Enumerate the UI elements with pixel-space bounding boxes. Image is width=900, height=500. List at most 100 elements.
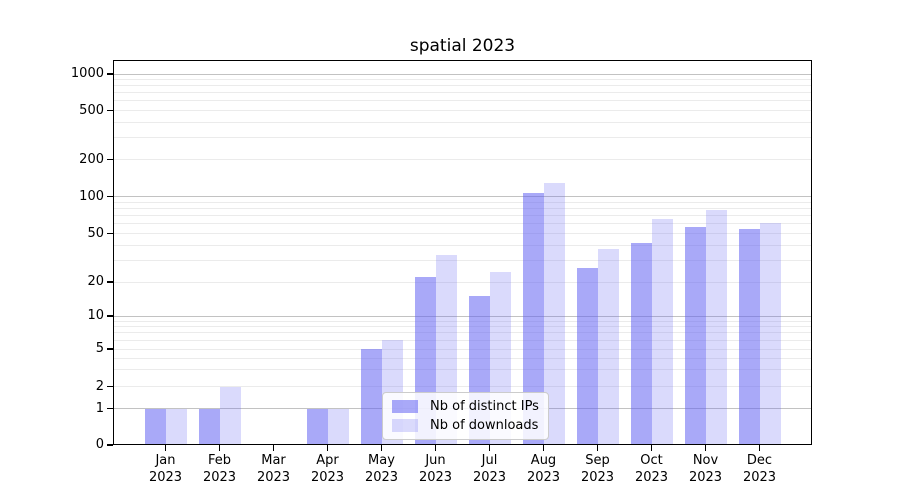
gridline-minor-600 xyxy=(113,100,812,102)
y-tick-mark-200 xyxy=(107,158,113,161)
x-tick-year: 2023 xyxy=(418,470,453,485)
x-tick-mark-sep xyxy=(596,445,599,451)
bar-downloads-dec xyxy=(759,222,781,445)
bar-distinct-ips-aug xyxy=(522,193,544,445)
x-tick-mark-nov xyxy=(704,445,707,451)
gridline-minor-3 xyxy=(113,369,812,371)
gridline-minor-90 xyxy=(113,201,812,203)
y-tick-label-1: 1 xyxy=(95,400,104,416)
y-tick-mark-0 xyxy=(107,444,113,446)
y-tick-label-100: 100 xyxy=(79,188,104,204)
x-tick-month: Jun xyxy=(425,453,446,468)
legend-swatch-downloads xyxy=(392,419,418,432)
x-tick-year: 2023 xyxy=(742,470,777,485)
gridline-minor-2 xyxy=(113,386,812,387)
x-tick-month: Aug xyxy=(530,453,557,468)
x-tick-mark-jun xyxy=(434,445,437,451)
gridline-major-10 xyxy=(113,315,812,317)
legend-label-downloads: Nb of downloads xyxy=(430,418,539,433)
y-tick-label-2: 2 xyxy=(95,378,104,394)
bar-distinct-ips-apr xyxy=(306,408,328,445)
y-tick-mark-1 xyxy=(107,407,113,410)
gridline-minor-7 xyxy=(113,332,812,334)
y-tick-mark-5 xyxy=(107,348,113,350)
x-tick-year: 2023 xyxy=(256,470,291,485)
x-tick-mark-may xyxy=(380,445,383,451)
x-tick-month: Dec xyxy=(746,453,773,468)
x-tick-mark-mar xyxy=(272,445,275,451)
legend-swatch-distinct-ips xyxy=(392,400,418,413)
x-tick-month: Jul xyxy=(481,453,498,468)
y-tick-mark-1000 xyxy=(107,73,113,75)
x-tick-mark-aug xyxy=(542,445,545,451)
legend-label-distinct-ips: Nb of distinct IPs xyxy=(430,399,539,414)
x-tick-label-jun: Jun 2023 xyxy=(406,452,466,486)
gridline-minor-8 xyxy=(113,326,812,328)
gridline-minor-4 xyxy=(113,357,812,359)
gridline-minor-700 xyxy=(113,92,812,94)
x-tick-mark-jan xyxy=(164,445,167,451)
bar-distinct-ips-nov xyxy=(684,227,706,445)
bar-distinct-ips-jan xyxy=(144,408,166,445)
y-tick-label-0: 0 xyxy=(95,437,104,452)
x-tick-month: Jan xyxy=(155,453,176,468)
x-tick-month: Feb xyxy=(207,453,232,468)
chart-title: spatial 2023 xyxy=(409,36,516,56)
x-tick-label-mar: Mar 2023 xyxy=(244,452,304,486)
x-tick-year: 2023 xyxy=(202,470,237,485)
gridline-minor-70 xyxy=(113,215,812,217)
gridline-minor-20 xyxy=(113,281,812,283)
gridline-minor-500 xyxy=(113,110,812,111)
bar-distinct-ips-oct xyxy=(630,242,652,445)
y-tick-mark-500 xyxy=(107,109,113,112)
x-tick-month: Sep xyxy=(585,453,610,468)
x-tick-month: Mar xyxy=(261,453,286,468)
y-tick-mark-50 xyxy=(107,232,113,235)
bar-downloads-aug xyxy=(543,183,565,445)
gridline-minor-80 xyxy=(113,207,812,209)
x-tick-month: May xyxy=(368,453,395,468)
x-tick-mark-apr xyxy=(326,445,329,451)
x-tick-year: 2023 xyxy=(526,470,561,485)
y-tick-label-50: 50 xyxy=(87,225,104,241)
x-tick-mark-dec xyxy=(758,445,761,451)
gridline-minor-30 xyxy=(113,260,812,262)
y-tick-label-200: 200 xyxy=(79,151,104,167)
bar-distinct-ips-feb xyxy=(198,408,220,445)
x-tick-label-aug: Aug 2023 xyxy=(514,452,574,486)
gridline-major-100 xyxy=(113,196,812,197)
x-tick-label-nov: Nov 2023 xyxy=(676,452,736,486)
x-tick-mark-jul xyxy=(488,445,491,451)
bar-distinct-ips-may xyxy=(360,349,382,445)
x-tick-year: 2023 xyxy=(472,470,507,485)
legend-item-distinct-ips: Nb of distinct IPs xyxy=(392,399,539,414)
x-tick-label-feb: Feb 2023 xyxy=(190,452,250,486)
y-tick-label-20: 20 xyxy=(87,274,104,289)
bar-downloads-apr xyxy=(327,408,349,445)
y-tick-label-10: 10 xyxy=(87,308,104,323)
x-tick-year: 2023 xyxy=(310,470,345,485)
gridline-minor-40 xyxy=(113,244,812,246)
bar-downloads-jan xyxy=(165,408,187,445)
x-tick-year: 2023 xyxy=(634,470,669,485)
gridline-minor-50 xyxy=(113,233,812,234)
x-tick-month: Nov xyxy=(692,453,719,468)
bar-downloads-sep xyxy=(597,249,619,445)
x-tick-label-jan: Jan 2023 xyxy=(136,452,196,486)
y-tick-label-1000: 1000 xyxy=(70,66,104,81)
gridline-minor-6 xyxy=(113,339,812,341)
x-tick-year: 2023 xyxy=(580,470,615,485)
gridline-minor-60 xyxy=(113,223,812,225)
x-tick-mark-oct xyxy=(650,445,653,451)
y-tick-label-5: 5 xyxy=(95,341,104,356)
y-tick-mark-2 xyxy=(107,385,113,388)
x-tick-month: Apr xyxy=(316,453,339,468)
gridline-minor-900 xyxy=(113,79,812,81)
gridline-major-1000 xyxy=(113,73,812,75)
x-tick-year: 2023 xyxy=(148,470,183,485)
legend-item-downloads: Nb of downloads xyxy=(392,418,539,433)
gridline-minor-800 xyxy=(113,85,812,87)
x-tick-label-apr: Apr 2023 xyxy=(298,452,358,486)
x-tick-month: Oct xyxy=(640,453,663,468)
